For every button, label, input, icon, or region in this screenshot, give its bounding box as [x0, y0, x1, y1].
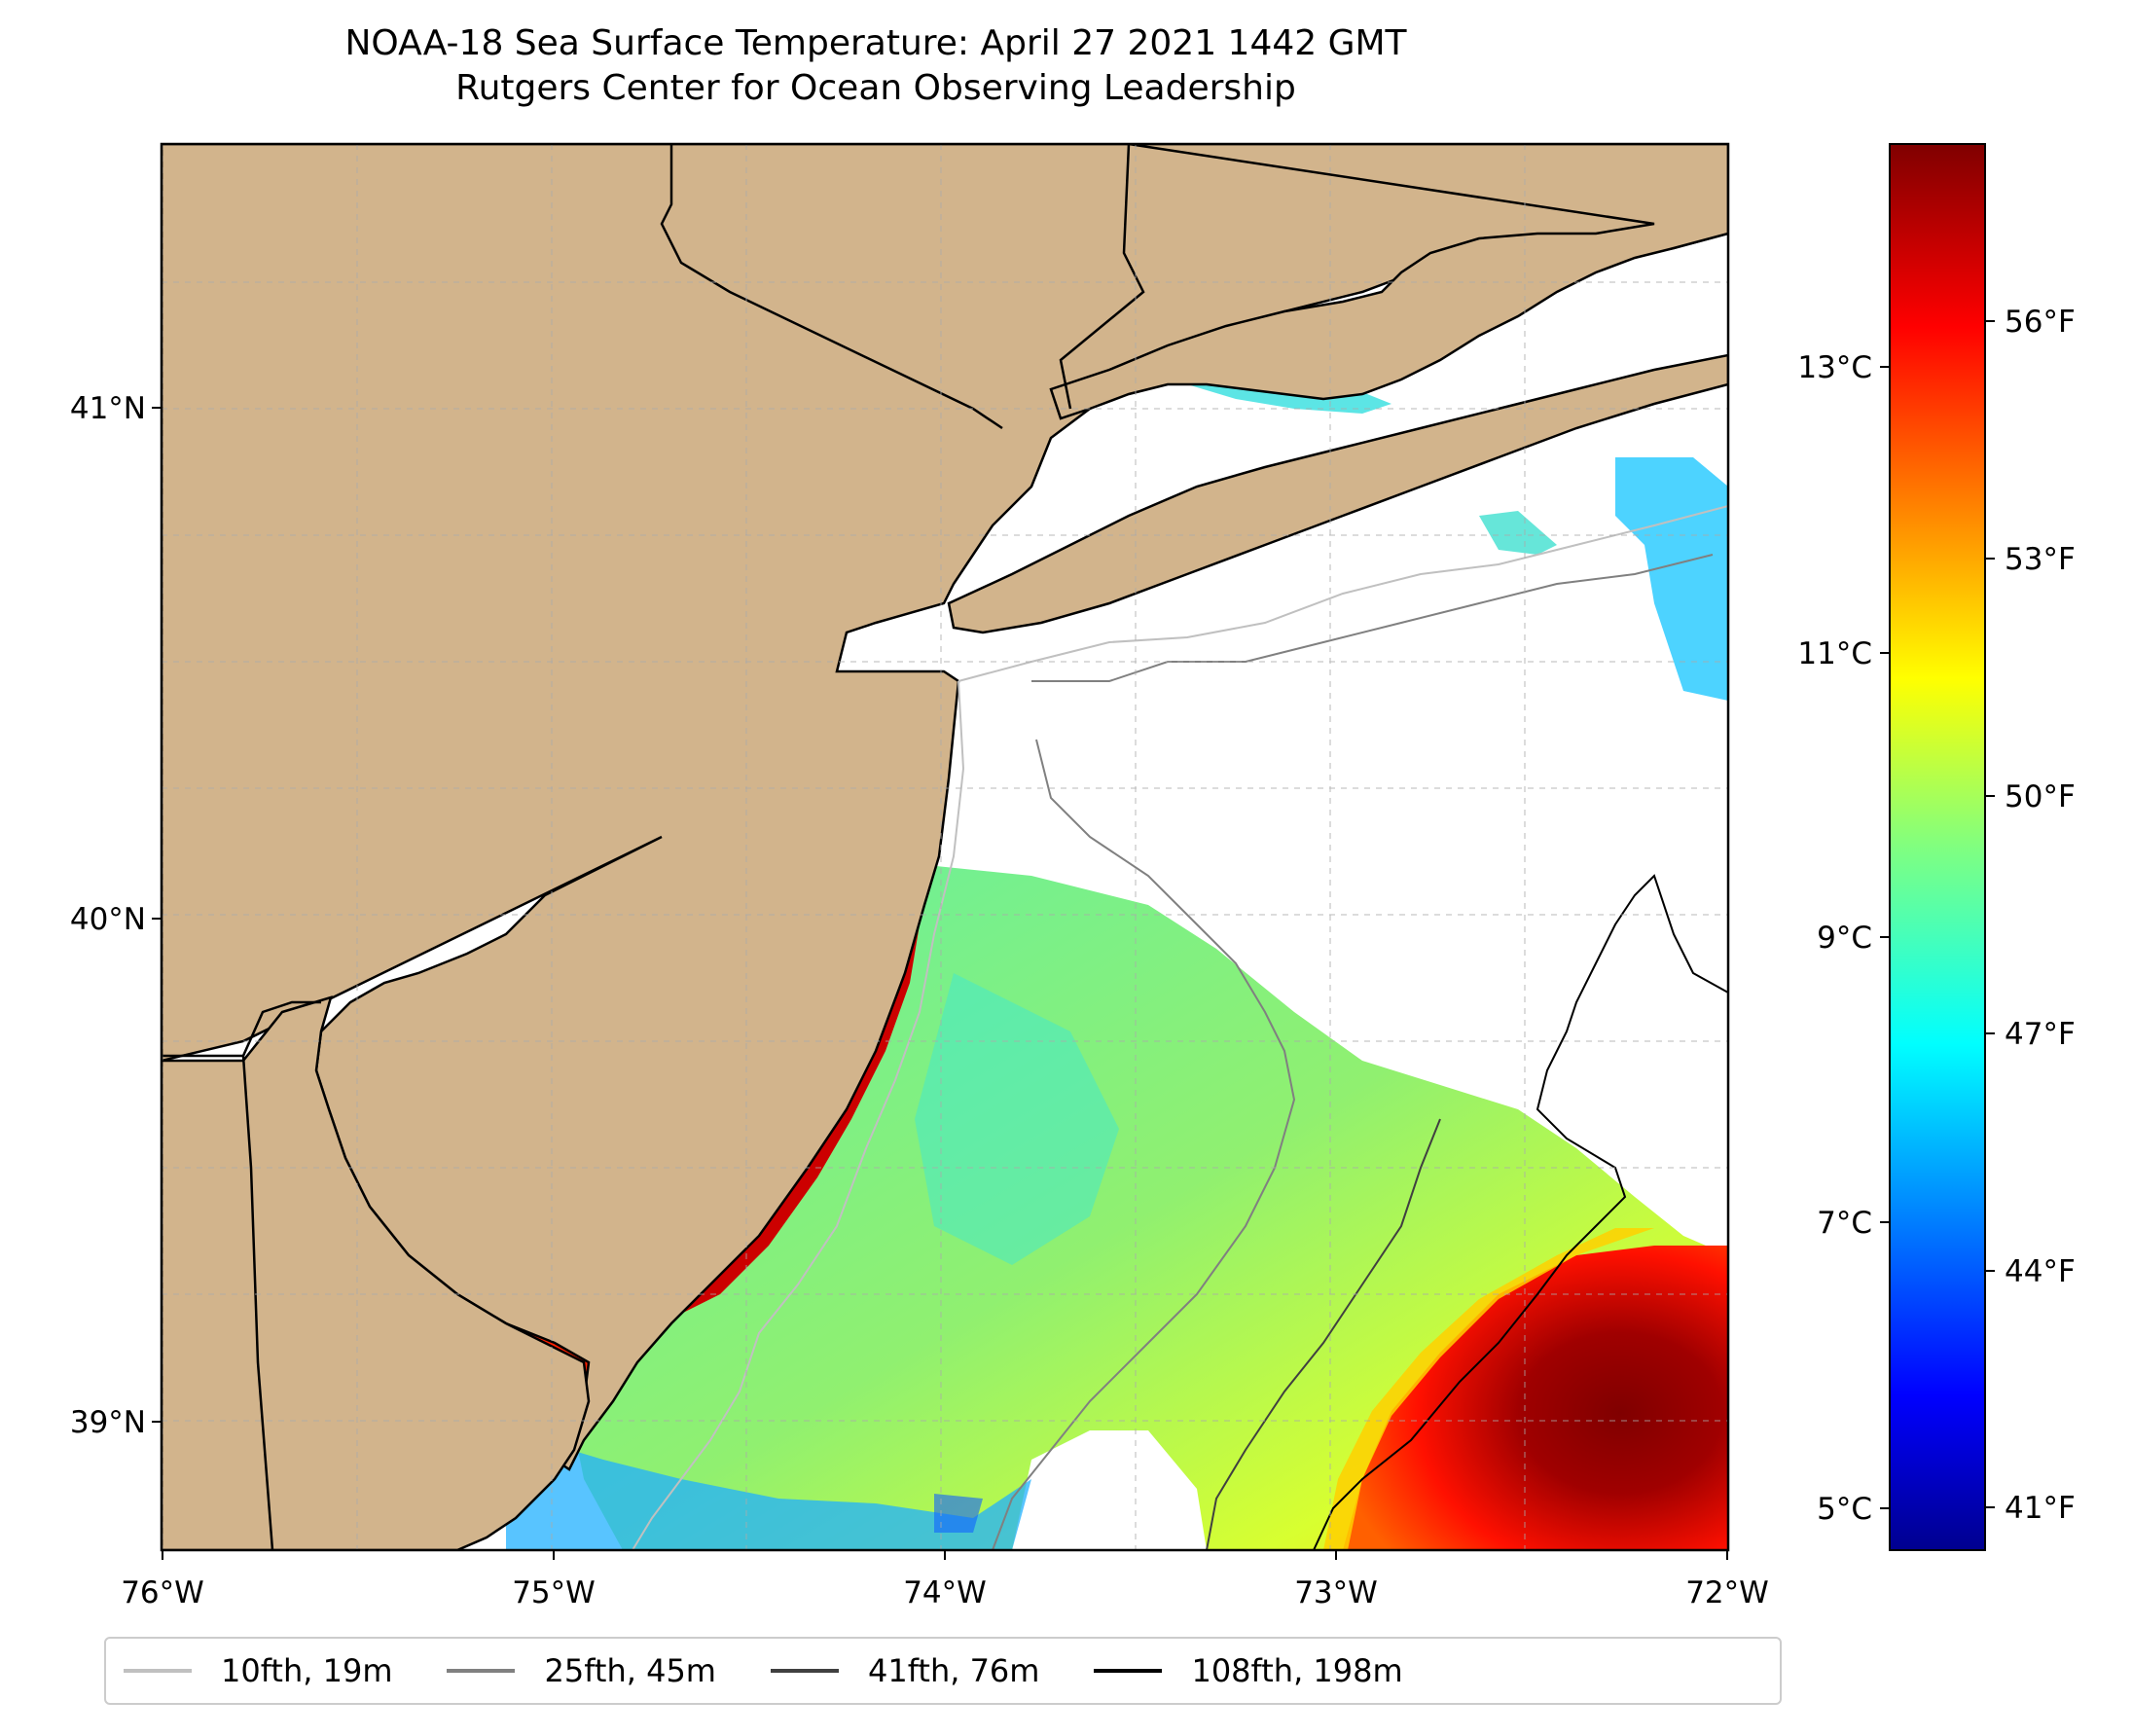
- colorbar: [1889, 143, 1986, 1551]
- cbar-tick-5c: 5°C: [1817, 1492, 1872, 1527]
- x-tick-74w: 74°W: [903, 1575, 987, 1610]
- land-delmarva: [162, 995, 591, 1550]
- legend-item-41fth: 41fth, 76m: [770, 1652, 1040, 1689]
- contour-legend: 10fth, 19m 25fth, 45m 41fth, 76m 108fth,…: [104, 1637, 1782, 1705]
- y-tick-39n: 39°N: [70, 1405, 146, 1440]
- x-axis: [162, 1550, 1728, 1560]
- x-tick-72w: 72°W: [1685, 1575, 1769, 1610]
- title-line-1: NOAA-18 Sea Surface Temperature: April 2…: [344, 23, 1407, 63]
- legend-swatch-108fth: [1094, 1669, 1163, 1673]
- cbar-tick-50f: 50°F: [2005, 779, 2076, 814]
- y-axis: [152, 407, 162, 1423]
- cbar-tick-9c: 9°C: [1817, 921, 1872, 956]
- legend-label-108fth: 108fth, 198m: [1191, 1652, 1403, 1689]
- sst-warm-eddy: [1343, 1246, 1728, 1550]
- legend-item-10fth: 10fth, 19m: [124, 1652, 392, 1689]
- cbar-tick-53f: 53°F: [2005, 542, 2076, 577]
- gridlines: [162, 144, 1728, 1550]
- contour-25fth: [992, 554, 1714, 1550]
- sst-offshore-patch: [1615, 457, 1728, 701]
- legend-label-25fth: 25fth, 45m: [544, 1652, 716, 1689]
- cbar-tick-44f: 44°F: [2005, 1254, 2076, 1289]
- sst-cool-patch: [915, 973, 1119, 1265]
- cbar-tick-47f: 47°F: [2005, 1017, 2076, 1052]
- map-plot: [162, 144, 1728, 1550]
- legend-swatch-25fth: [447, 1669, 516, 1673]
- contour-108fth: [1313, 874, 1728, 1550]
- map-title: NOAA-18 Sea Surface Temperature: April 2…: [0, 21, 1752, 111]
- cbar-tick-7c: 7°C: [1817, 1206, 1872, 1241]
- legend-swatch-10fth: [124, 1669, 192, 1673]
- x-tick-75w: 75°W: [512, 1575, 596, 1610]
- cbar-tick-56f: 56°F: [2005, 305, 2076, 340]
- cbar-tick-13c: 13°C: [1797, 350, 1872, 385]
- sst-blue-band: [506, 1430, 1031, 1550]
- x-tick-73w: 73°W: [1294, 1575, 1378, 1610]
- colorbar-fahrenheit-ticks: [1985, 320, 1995, 1508]
- y-tick-40n: 40°N: [70, 902, 146, 937]
- legend-label-41fth: 41fth, 76m: [867, 1652, 1040, 1689]
- cbar-tick-11c: 11°C: [1797, 636, 1872, 671]
- x-tick-76w: 76°W: [121, 1575, 204, 1610]
- contour-41fth: [1206, 1118, 1441, 1550]
- legend-item-108fth: 108fth, 198m: [1094, 1652, 1403, 1689]
- colorbar-celsius-ticks: [1880, 366, 1890, 1509]
- title-line-2: Rutgers Center for Ocean Observing Leade…: [455, 68, 1296, 108]
- land-long-island: [947, 353, 1728, 634]
- legend-label-10fth: 10fth, 19m: [221, 1652, 393, 1689]
- legend-swatch-41fth: [770, 1669, 839, 1673]
- y-tick-41n: 41°N: [70, 391, 146, 426]
- cbar-tick-41f: 41°F: [2005, 1491, 2076, 1526]
- legend-item-25fth: 25fth, 45m: [447, 1652, 716, 1689]
- sst-li-south-patch: [1479, 511, 1557, 555]
- contour-10fth: [632, 505, 1728, 1550]
- state-borders: [162, 144, 1145, 1550]
